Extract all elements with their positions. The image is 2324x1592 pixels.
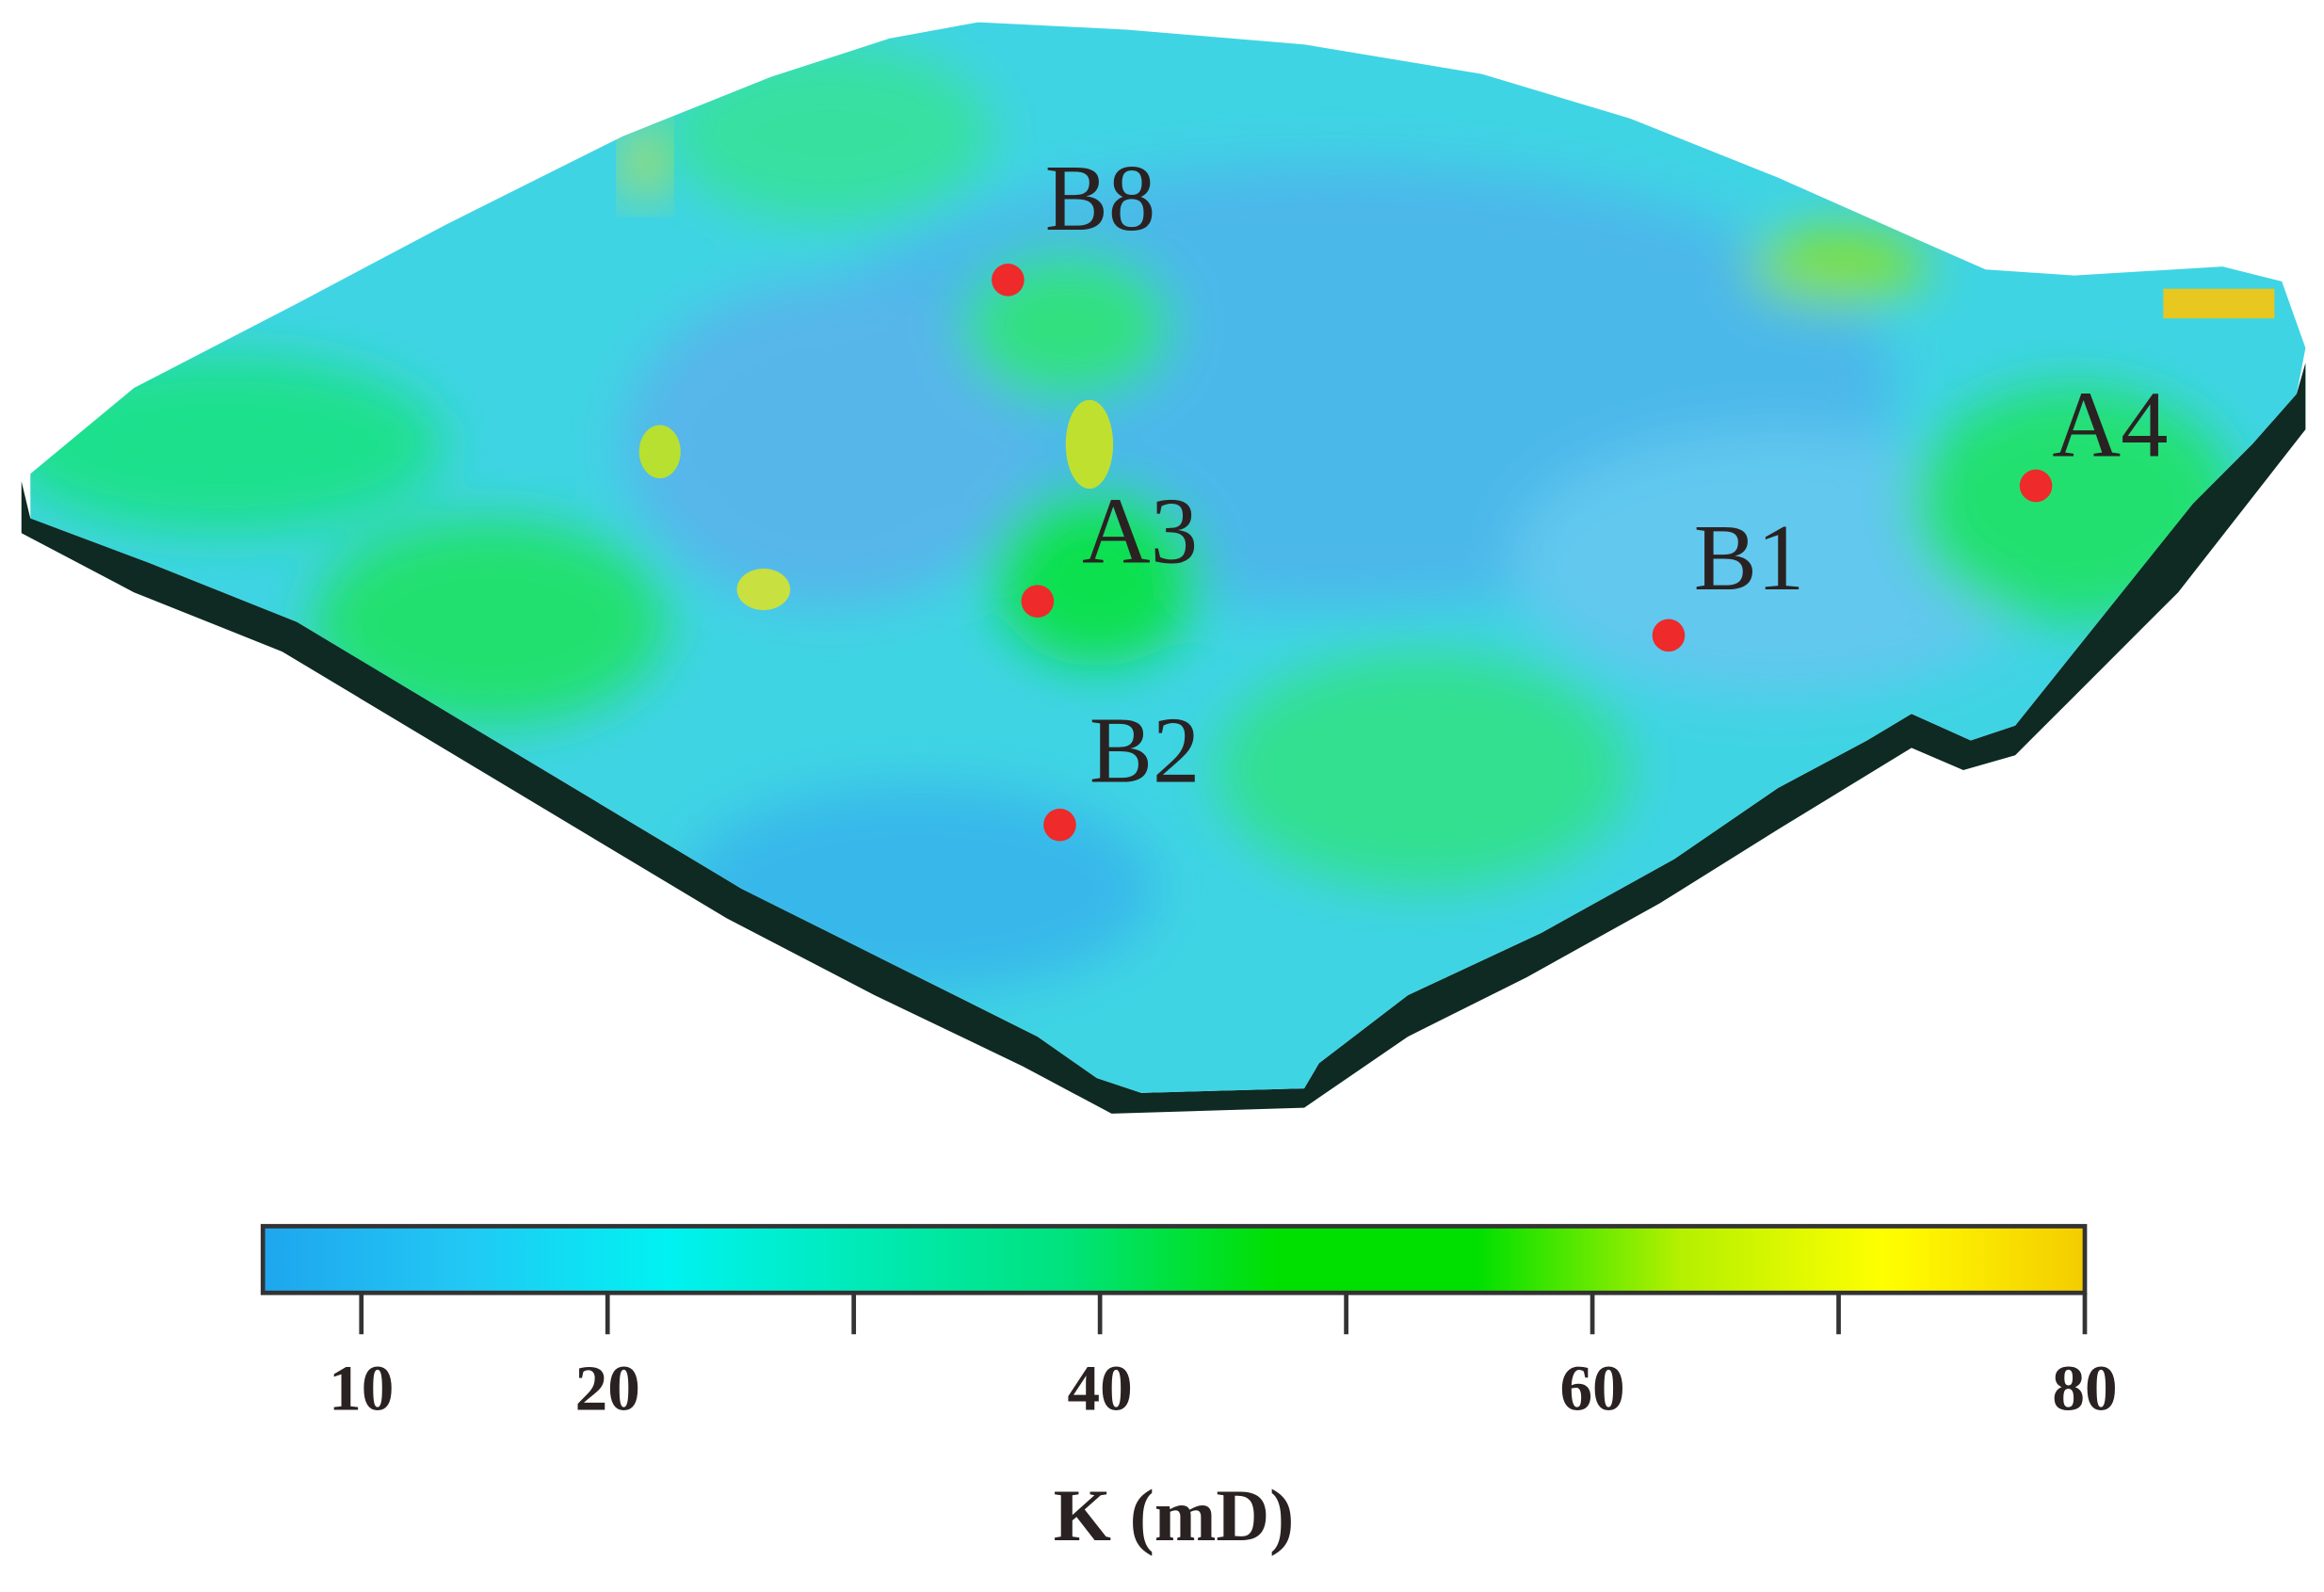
tick-label: 10 — [329, 1352, 394, 1424]
wells: B8 A3 B2 B1 A4 — [992, 145, 2168, 842]
well-marker — [1652, 619, 1686, 652]
well-marker — [1021, 585, 1055, 618]
map-edge — [21, 362, 2306, 1114]
well-label: A4 — [2052, 371, 2168, 476]
tick-label: 60 — [1559, 1352, 1624, 1424]
colorbar — [260, 1224, 2088, 1295]
tick-label: 20 — [575, 1352, 640, 1424]
well-label: B8 — [1045, 145, 1155, 250]
well-marker — [2019, 469, 2053, 503]
tick-label: 40 — [1068, 1352, 1133, 1424]
well-label: A3 — [1082, 478, 1198, 584]
well-label: B2 — [1089, 698, 1200, 803]
tick-label: 80 — [2052, 1352, 2117, 1424]
well-label: B1 — [1694, 505, 1804, 610]
well-marker — [992, 263, 1025, 297]
well-marker — [1043, 808, 1076, 842]
colorbar-label: K (mD) — [1054, 1475, 1295, 1557]
